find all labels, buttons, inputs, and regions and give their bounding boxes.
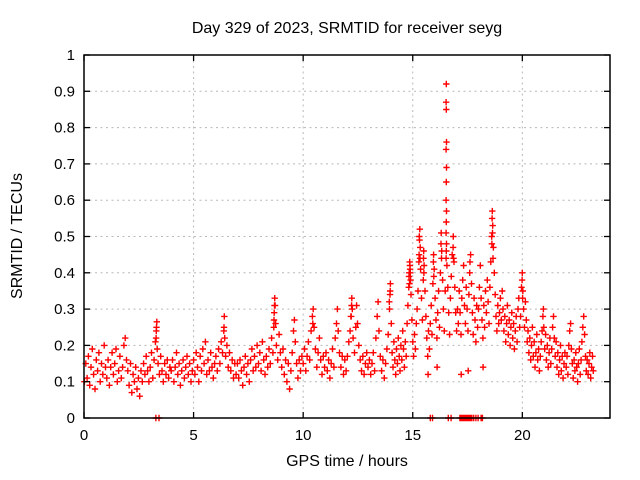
tick-labels: 0 5 10 15 20 0 0.1 0.2 0.3 0.4 0.5 0.6 0.7 0.8 0.9 1 <box>54 47 531 444</box>
y-tick-label: 0 <box>67 410 75 427</box>
y-tick-label: 1 <box>67 47 75 64</box>
tick-marks <box>83 54 610 419</box>
chart-title: Day 329 of 2023, SRMTID for receiver sey… <box>192 20 502 37</box>
x-tick-label: 0 <box>80 427 88 444</box>
y-tick-label: 0.2 <box>54 337 75 354</box>
y-tick-label: 0.5 <box>54 229 75 246</box>
x-tick-label: 10 <box>295 427 312 444</box>
y-axis-label: SRMTID / TECUs <box>9 173 26 299</box>
y-tick-label: 0.4 <box>54 265 75 282</box>
scatter-points <box>81 80 597 422</box>
x-tick-label: 15 <box>404 427 421 444</box>
y-tick-label: 0.9 <box>54 83 75 100</box>
y-tick-label: 0.1 <box>54 374 75 391</box>
y-tick-label: 0.8 <box>54 120 75 137</box>
y-tick-label: 0.7 <box>54 156 75 173</box>
x-tick-label: 20 <box>514 427 531 444</box>
x-axis-label: GPS time / hours <box>286 453 408 470</box>
y-tick-label: 0.6 <box>54 192 75 209</box>
y-tick-label: 0.3 <box>54 301 75 318</box>
x-tick-label: 5 <box>189 427 197 444</box>
